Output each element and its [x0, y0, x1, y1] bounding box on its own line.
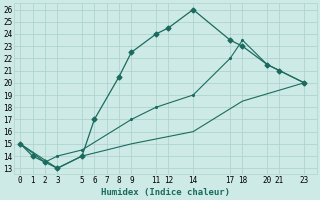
X-axis label: Humidex (Indice chaleur): Humidex (Indice chaleur) [101, 188, 230, 197]
